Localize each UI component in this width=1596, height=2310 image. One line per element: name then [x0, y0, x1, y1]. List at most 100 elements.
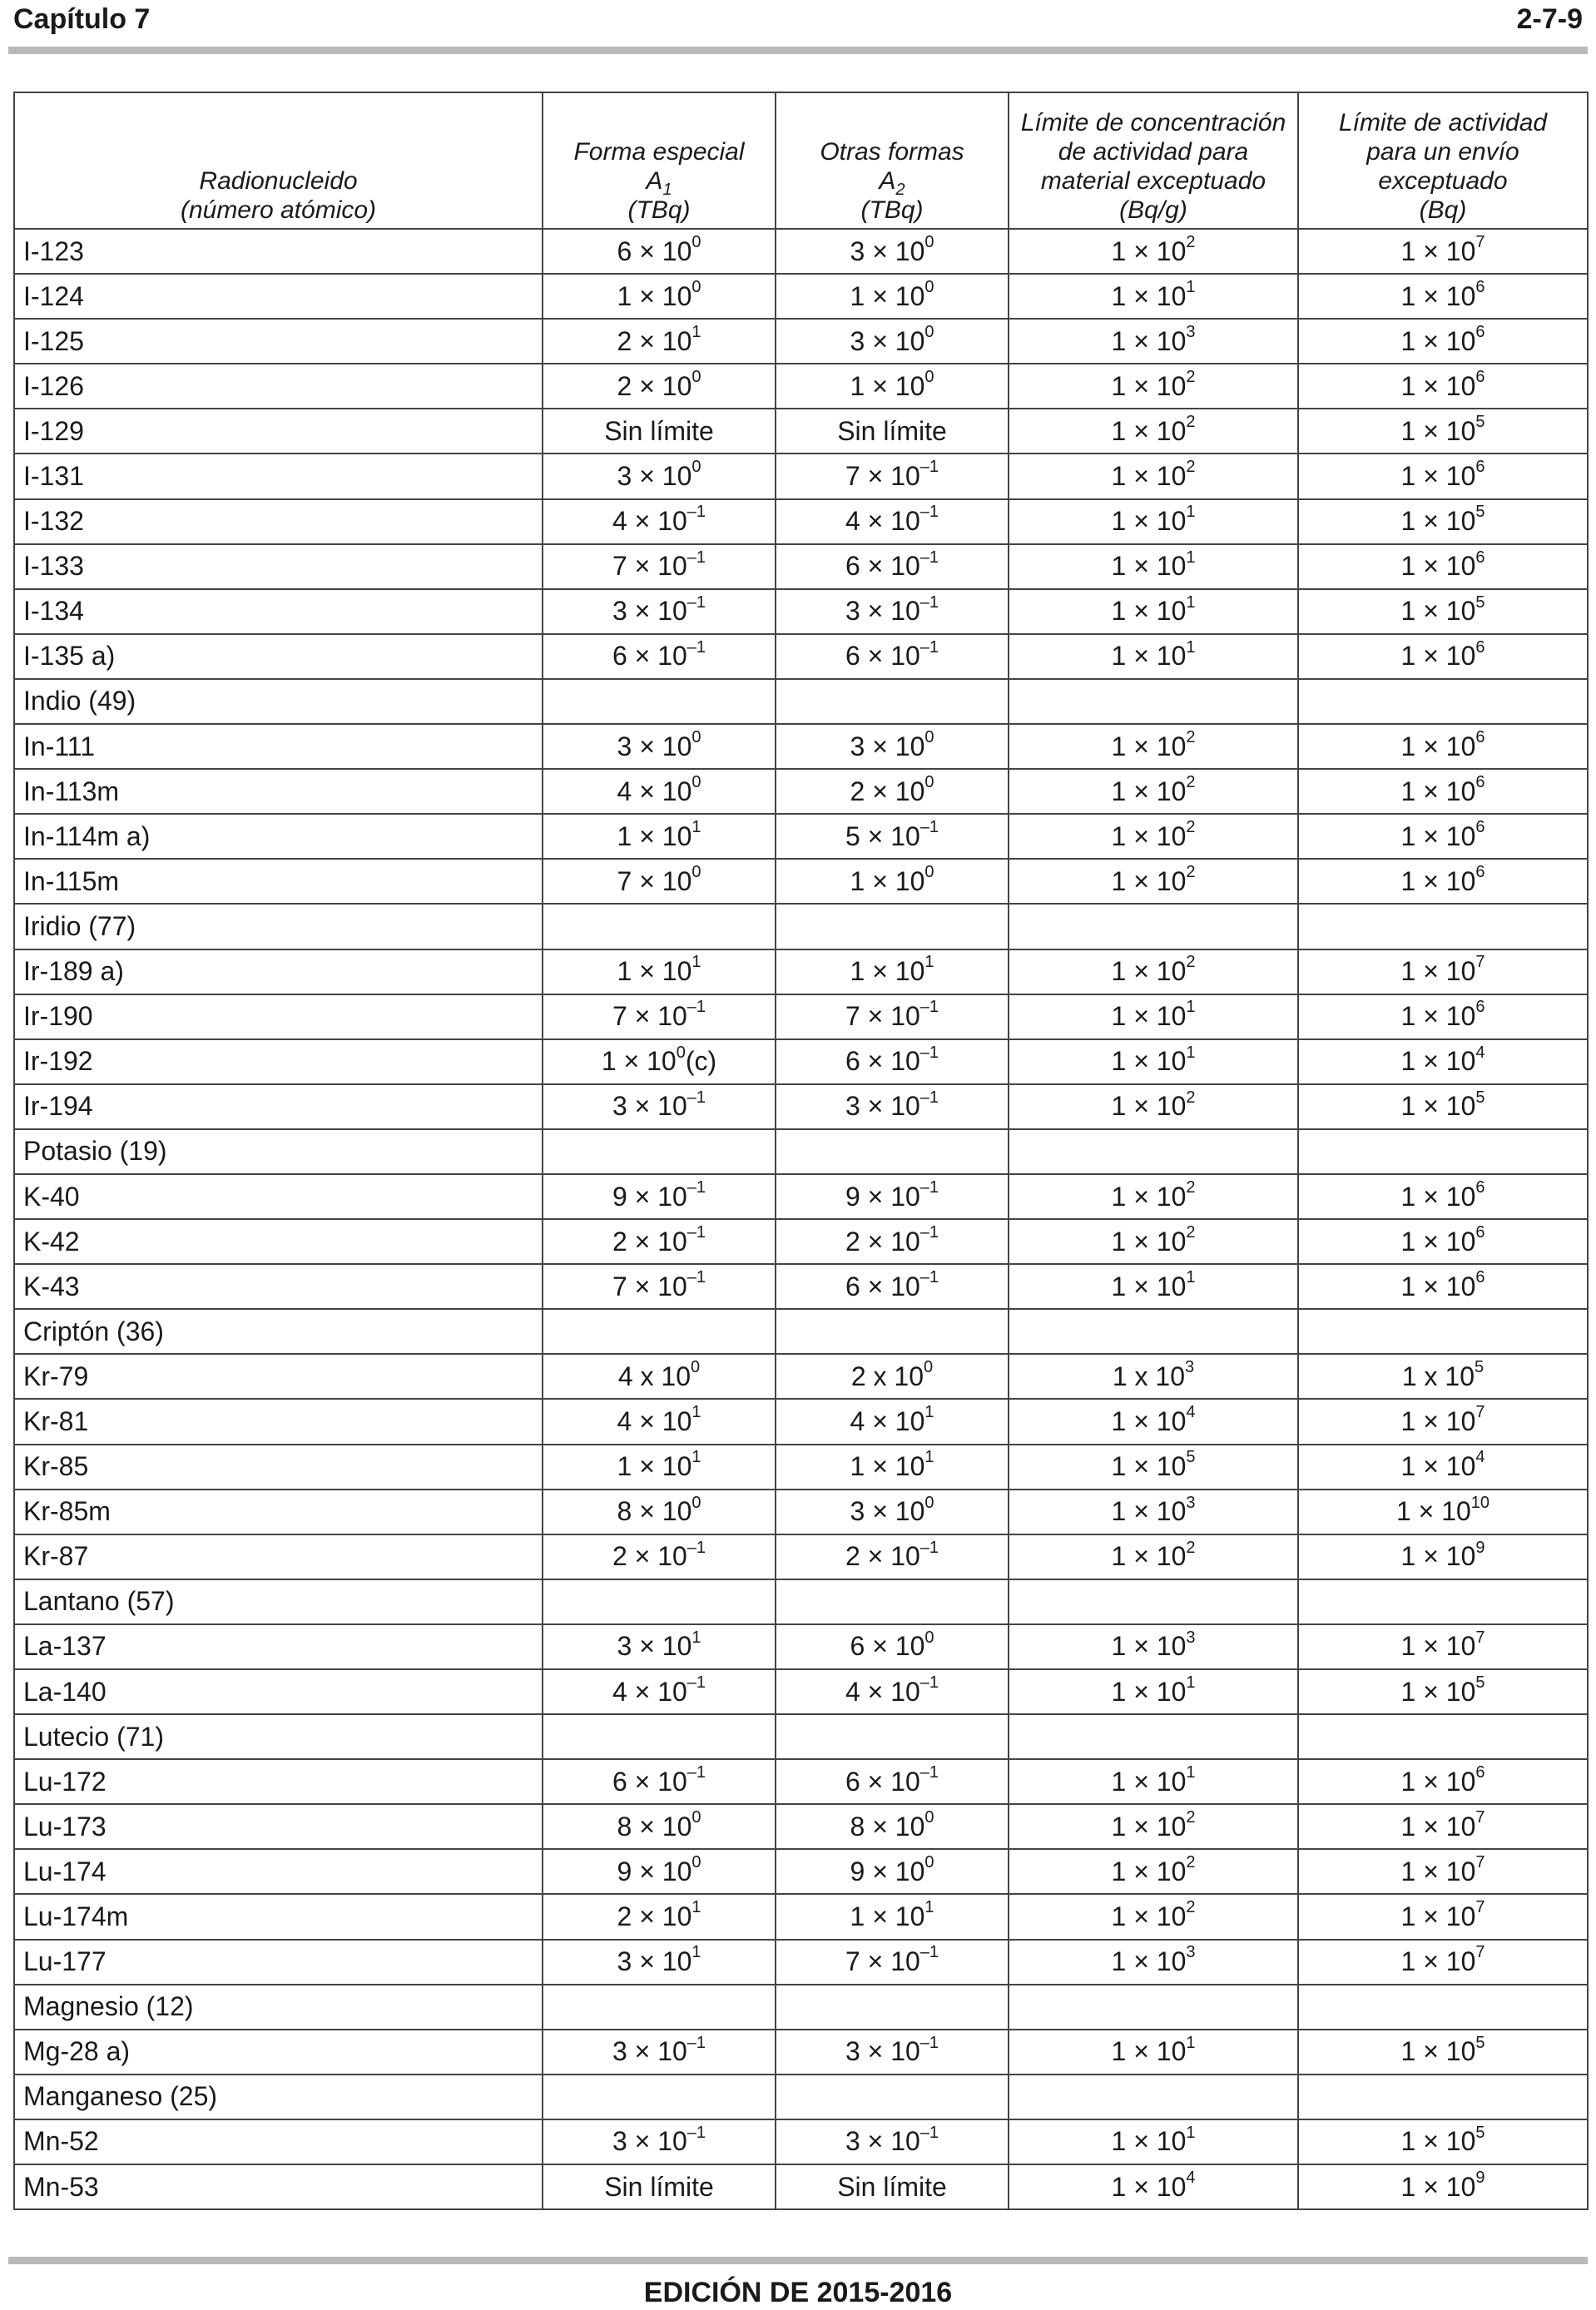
- a1-cell: 3 × 101: [542, 1938, 776, 1985]
- activity-cell: 1 × 105: [1297, 2028, 1589, 2075]
- concentration-cell: 1 × 103: [1008, 1488, 1299, 1535]
- table-row: I-125 2 × 101 3 × 100 1 × 103 1 × 106: [13, 318, 1589, 365]
- a2-cell: 6 × 10–1: [775, 1758, 1009, 1806]
- table-row: Lutecio (71): [13, 1713, 1589, 1761]
- chapter-title: Capítulo 7: [13, 3, 151, 35]
- header-a1: Forma especial A1 (TBq): [542, 92, 776, 230]
- table-row: Magnesio (12): [13, 1983, 1589, 2030]
- concentration-cell: 1 × 102: [1008, 723, 1299, 771]
- table-row: I-126 2 × 100 1 × 100 1 × 102 1 × 106: [13, 363, 1589, 410]
- radionuclide-cell: In-114m a): [13, 813, 543, 860]
- concentration-cell: 1 × 102: [1008, 813, 1299, 860]
- radionuclide-cell: Kr-85m: [13, 1488, 543, 1535]
- a1-cell: 1 × 100: [542, 273, 776, 320]
- table-row: I-132 4 × 10–1 4 × 10–1 1 × 101 1 × 105: [13, 498, 1589, 545]
- table-row: K-40 9 × 10–1 9 × 10–1 1 × 102 1 × 106: [13, 1172, 1589, 1221]
- activity-cell: 1 × 106: [1297, 632, 1589, 680]
- a2-cell: Sin límite: [775, 408, 1009, 455]
- radionuclide-cell: Manganeso (25): [13, 2073, 543, 2120]
- radionuclide-cell: Kr-79: [13, 1353, 543, 1400]
- a2-cell: 3 × 10–1: [775, 2028, 1009, 2075]
- a2-cell: 1 × 100: [775, 273, 1009, 320]
- activity-cell: 1 × 106: [1297, 768, 1589, 815]
- a2-cell: 3 × 10–1: [775, 2118, 1009, 2166]
- radionuclide-cell: Lu-174m: [13, 1893, 543, 1941]
- table-row: Criptón (36): [13, 1308, 1589, 1356]
- header-line: de actividad para: [1058, 138, 1249, 166]
- activity-cell: 1 × 1010: [1297, 1488, 1589, 1535]
- header-line: para un envío: [1366, 138, 1519, 166]
- a2-cell: 1 × 101: [775, 1443, 1009, 1490]
- a1-cell: [542, 1713, 776, 1761]
- activity-cell: 1 × 106: [1297, 813, 1589, 860]
- header-unit: (TBq): [627, 196, 691, 224]
- header-activity-limit: Límite de actividad para un envío except…: [1297, 92, 1589, 230]
- header-line: material exceptuado: [1040, 167, 1266, 195]
- table-row: In-114m a) 1 × 101 5 × 10–1 1 × 102 1 × 106: [13, 813, 1589, 860]
- a1-cell: 3 × 100: [542, 723, 776, 771]
- table-row: Kr-85 1 × 101 1 × 101 1 × 105 1 × 104: [13, 1443, 1589, 1490]
- radionuclide-cell: La-137: [13, 1623, 543, 1671]
- a1-cell: 2 × 101: [542, 318, 776, 365]
- radionuclide-cell: Lu-174: [13, 1848, 543, 1896]
- header-a2: Otras formas A2 (TBq): [775, 92, 1009, 230]
- concentration-cell: 1 × 101: [1008, 273, 1299, 320]
- concentration-cell: 1 × 101: [1008, 993, 1299, 1040]
- a1-cell: 7 × 100: [542, 858, 776, 905]
- radionuclide-cell: K-42: [13, 1218, 543, 1266]
- concentration-cell: 1 × 101: [1008, 1263, 1299, 1311]
- radionuclide-cell: Indio (49): [13, 677, 543, 726]
- a1-cell: [542, 2073, 776, 2120]
- concentration-cell: 1 × 101: [1008, 587, 1299, 635]
- a1-cell: Sin límite: [542, 2164, 776, 2211]
- radionuclide-cell: Kr-81: [13, 1398, 543, 1445]
- concentration-cell: 1 × 102: [1008, 768, 1299, 815]
- header-unit: (Bq/g): [1119, 196, 1187, 224]
- header-line: Límite de actividad: [1338, 109, 1548, 136]
- a2-cell: 2 × 10–1: [775, 1218, 1009, 1266]
- a2-cell: 6 × 10–1: [775, 1038, 1009, 1085]
- activity-cell: 1 × 107: [1297, 1893, 1589, 1941]
- activity-cell: 1 × 106: [1297, 318, 1589, 365]
- a1-cell: 4 x 100: [542, 1353, 776, 1400]
- radionuclide-cell: Potasio (19): [13, 1128, 543, 1175]
- radionuclide-cell: In-115m: [13, 858, 543, 905]
- a1-cell: 2 × 101: [542, 1893, 776, 1941]
- concentration-cell: 1 × 102: [1008, 453, 1299, 500]
- header-line: Otras formas: [820, 138, 964, 166]
- radionuclide-cell: Ir-189 a): [13, 948, 543, 995]
- concentration-cell: 1 × 105: [1008, 1443, 1299, 1490]
- activity-cell: 1 × 106: [1297, 723, 1589, 771]
- radionuclide-cell: I-131: [13, 453, 543, 500]
- header-unit: (Bq): [1419, 196, 1467, 224]
- concentration-cell: 1 × 103: [1008, 318, 1299, 365]
- activity-cell: 1 × 106: [1297, 993, 1589, 1040]
- concentration-cell: 1 × 102: [1008, 948, 1299, 995]
- a1-cell: 7 × 10–1: [542, 993, 776, 1040]
- radionuclide-cell: K-40: [13, 1172, 543, 1221]
- activity-cell: 1 × 107: [1297, 1848, 1589, 1896]
- a1-cell: 3 × 101: [542, 1623, 776, 1671]
- activity-cell: [1297, 1983, 1589, 2030]
- a1-cell: 4 × 10–1: [542, 1668, 776, 1716]
- a1-cell: 6 × 100: [542, 227, 776, 275]
- table-row: Kr-81 4 × 101 4 × 101 1 × 104 1 × 107: [13, 1398, 1589, 1445]
- table-row: I-123 6 × 100 3 × 100 1 × 102 1 × 107: [13, 227, 1589, 275]
- a1-cell: 2 × 10–1: [542, 1533, 776, 1580]
- concentration-cell: 1 × 101: [1008, 543, 1299, 590]
- radionuclide-cell: Lu-173: [13, 1803, 543, 1851]
- table-row: I-131 3 × 100 7 × 10–1 1 × 102 1 × 106: [13, 453, 1589, 500]
- table-row: La-137 3 × 101 6 × 100 1 × 103 1 × 107: [13, 1623, 1589, 1671]
- table-row: K-42 2 × 10–1 2 × 10–1 1 × 102 1 × 106: [13, 1218, 1589, 1266]
- a2-cell: 9 × 10–1: [775, 1172, 1009, 1221]
- table-row: Lu-174m 2 × 101 1 × 101 1 × 102 1 × 107: [13, 1893, 1589, 1941]
- radionuclide-table: Radionucleido (número atómico) Forma esp…: [13, 92, 1589, 2211]
- concentration-cell: [1008, 903, 1299, 950]
- a2-cell: [775, 1713, 1009, 1761]
- concentration-cell: 1 × 101: [1008, 1668, 1299, 1716]
- header-unit: (TBq): [860, 196, 924, 224]
- activity-cell: [1297, 1578, 1589, 1625]
- table-row: Kr-85m 8 × 100 3 × 100 1 × 103 1 × 1010: [13, 1488, 1589, 1535]
- concentration-cell: 1 × 101: [1008, 1758, 1299, 1806]
- table-row: Potasio (19): [13, 1128, 1589, 1175]
